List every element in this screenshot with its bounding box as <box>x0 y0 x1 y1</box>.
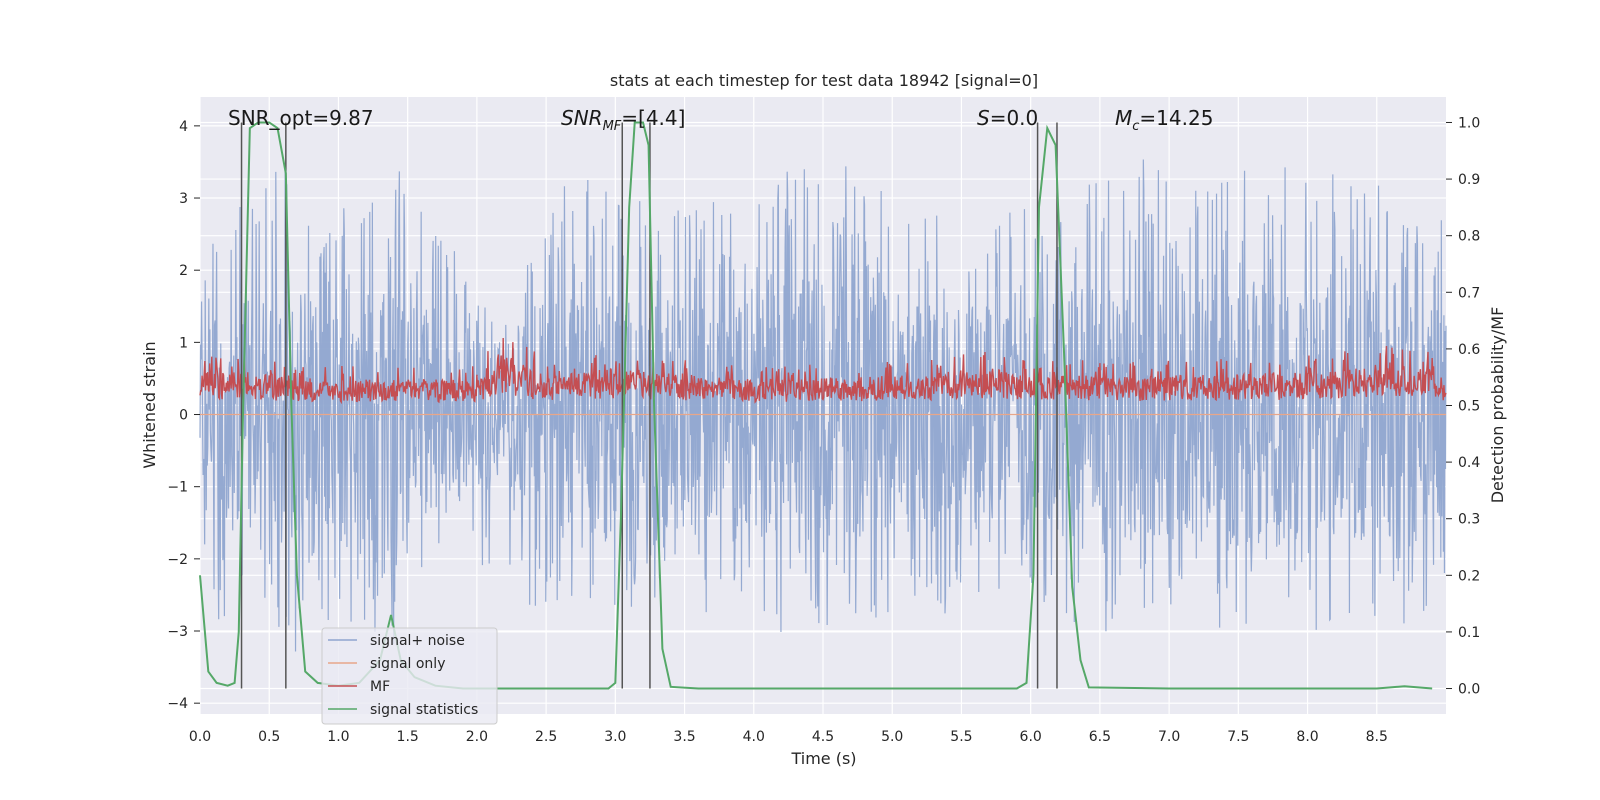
signal-statistics-layer <box>199 121 1433 690</box>
x-tick-label: 6.5 <box>1089 729 1111 745</box>
annotation-mc-value: =14.25 <box>1139 106 1213 130</box>
y-right-tick-label: 0.6 <box>1458 342 1480 358</box>
annotation-s-var: S <box>977 106 990 130</box>
series-mf <box>199 338 1447 405</box>
x-tick-label: 8.0 <box>1296 729 1318 745</box>
annotation-mc-sub: c <box>1132 119 1139 134</box>
x-axis-label: Time (s) <box>790 749 856 768</box>
x-tick-labels: 0.0 0.5 1.0 1.5 2.0 2.5 3.0 3.5 4.0 4.5 5.0 5.5 6.0 6… <box>189 729 1388 745</box>
x-tick-label: 2.5 <box>535 729 557 745</box>
x-tick-label: 5.0 <box>881 729 903 745</box>
y-left-tick-label: 3 <box>179 191 188 207</box>
y-left-tick-label: −2 <box>167 552 188 568</box>
annotation-snr-mf: SNRMF=[4.4] <box>561 106 685 134</box>
y-left-tick-labels: 4 3 2 1 0 −1 −2 −3 −4 <box>167 119 200 712</box>
series-signal-statistics <box>199 121 1433 690</box>
annotation-snr-mf-sub: MF <box>603 119 622 134</box>
x-tick-label: 1.5 <box>397 729 419 745</box>
annotation-snr-mf-base: SNR <box>561 106 603 130</box>
y-left-tick-label: 4 <box>179 119 188 135</box>
y-axis-right-label: Detection probability/MF <box>1488 307 1507 504</box>
x-tick-label: 2.0 <box>466 729 488 745</box>
annotation-s: S=0.0 <box>977 106 1038 130</box>
y-left-tick-label: −4 <box>167 696 188 712</box>
y-right-tick-label: 0.7 <box>1458 285 1480 301</box>
x-tick-label: 4.0 <box>743 729 765 745</box>
y-right-tick-label: 0.2 <box>1458 568 1480 584</box>
legend-label-signal-statistics: signal statistics <box>370 702 478 718</box>
y-left-tick-label: 2 <box>179 263 188 279</box>
annotation-s-value: =0.0 <box>990 106 1039 130</box>
series-signal-noise <box>199 159 1447 652</box>
y-right-tick-labels: 1.0 0.9 0.8 0.7 0.6 0.5 0.4 0.3 0.2 0.1 0.0 <box>1446 115 1480 698</box>
y-left-tick-label: 0 <box>179 408 188 424</box>
annotation-snr-opt: SNR_opt=9.87 <box>228 106 374 130</box>
legend-box <box>321 627 498 725</box>
annotation-mc-var: M <box>1115 106 1132 130</box>
x-tick-label: 7.5 <box>1227 729 1249 745</box>
y-left-tick-label: −1 <box>167 480 188 496</box>
x-tick-label: 4.5 <box>812 729 834 745</box>
legend-label-signal-noise: signal+ noise <box>370 633 465 649</box>
chart-title: stats at each timestep for test data 189… <box>610 71 1038 90</box>
annotation-snr-mf-value: =[4.4] <box>621 106 685 130</box>
y-right-tick-label: 0.3 <box>1458 512 1480 528</box>
y-right-tick-label: 0.8 <box>1458 229 1480 245</box>
y-right-tick-label: 0.0 <box>1458 682 1480 698</box>
x-tick-label: 5.5 <box>950 729 972 745</box>
y-left-tick-label: 1 <box>179 335 188 351</box>
y-right-tick-label: 0.5 <box>1458 399 1480 415</box>
annotation-mc: Mc=14.25 <box>1115 106 1213 134</box>
x-tick-label: 6.0 <box>1020 729 1042 745</box>
vertical-markers <box>240 122 1058 689</box>
y-axis-left-label: Whitened strain <box>140 341 159 468</box>
legend-label-mf: MF <box>370 679 390 695</box>
y-right-tick-label: 1.0 <box>1458 115 1480 131</box>
x-tick-label: 3.5 <box>673 729 695 745</box>
x-tick-label: 0.0 <box>189 729 211 745</box>
x-tick-label: 0.5 <box>258 729 280 745</box>
legend: signal+ noise signal only MF signal stat… <box>321 627 498 725</box>
data-layer <box>199 159 1447 652</box>
x-tick-label: 8.5 <box>1366 729 1388 745</box>
y-right-tick-label: 0.4 <box>1458 455 1480 471</box>
y-right-tick-label: 0.9 <box>1458 172 1480 188</box>
y-left-tick-label: −3 <box>167 624 188 640</box>
x-tick-label: 3.0 <box>604 729 626 745</box>
x-tick-label: 7.0 <box>1158 729 1180 745</box>
y-right-tick-label: 0.1 <box>1458 625 1480 641</box>
x-tick-label: 1.0 <box>327 729 349 745</box>
legend-label-signal-only: signal only <box>370 656 445 672</box>
